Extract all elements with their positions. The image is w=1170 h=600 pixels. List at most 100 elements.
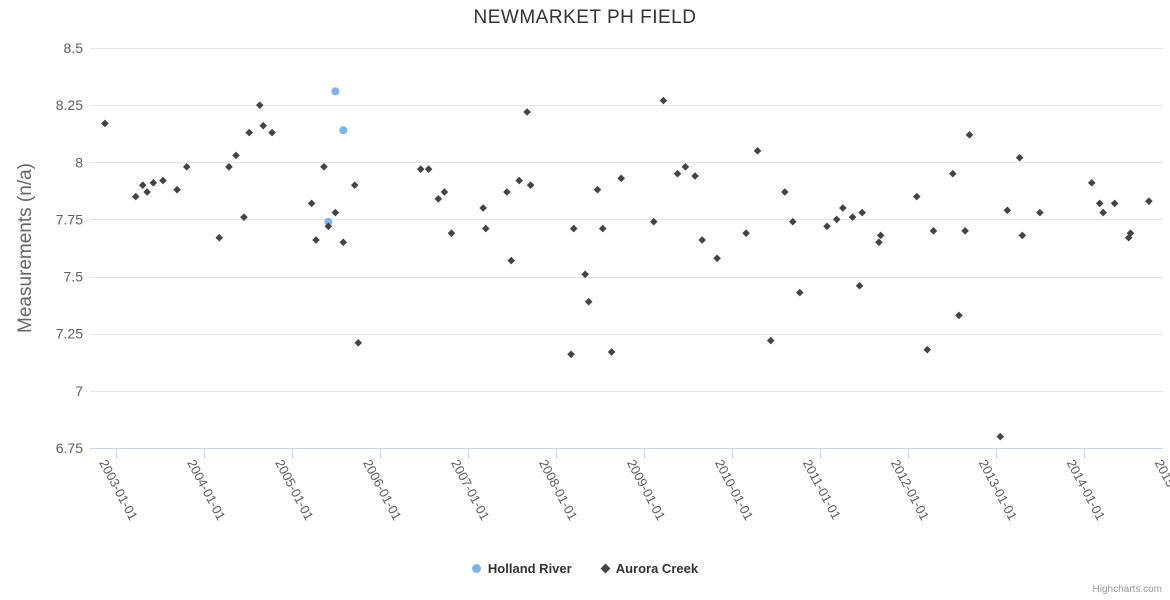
- data-point-aurora-creek[interactable]: [948, 169, 957, 178]
- data-point-aurora-creek[interactable]: [245, 128, 253, 137]
- data-point-aurora-creek[interactable]: [598, 224, 607, 233]
- data-point-aurora-creek[interactable]: [350, 181, 359, 189]
- data-point-aurora-creek[interactable]: [1015, 153, 1024, 162]
- data-point-aurora-creek[interactable]: [324, 222, 333, 231]
- data-point-aurora-creek[interactable]: [1110, 199, 1119, 208]
- data-point-aurora-creek[interactable]: [1126, 229, 1135, 237]
- data-point-aurora-creek[interactable]: [649, 217, 658, 226]
- data-point-aurora-creek[interactable]: [681, 163, 690, 171]
- data-point-aurora-creek[interactable]: [965, 131, 974, 139]
- data-point-aurora-creek[interactable]: [593, 185, 602, 194]
- data-point-aurora-creek[interactable]: [503, 188, 511, 196]
- data-point-aurora-creek[interactable]: [858, 208, 867, 217]
- data-point-aurora-creek[interactable]: [1003, 206, 1012, 215]
- data-point-aurora-creek[interactable]: [526, 181, 535, 189]
- data-point-aurora-creek[interactable]: [1018, 231, 1027, 240]
- data-point-aurora-creek[interactable]: [434, 195, 443, 203]
- data-point-holland-river[interactable]: [339, 126, 348, 135]
- legend-item-aurora-creek[interactable]: Aurora Creek: [600, 561, 699, 576]
- data-point-aurora-creek[interactable]: [215, 233, 224, 242]
- data-point-aurora-creek[interactable]: [447, 229, 456, 237]
- data-point-aurora-creek[interactable]: [149, 179, 158, 187]
- data-point-aurora-creek[interactable]: [481, 224, 490, 233]
- data-point-aurora-creek[interactable]: [955, 311, 963, 320]
- data-point-aurora-creek[interactable]: [617, 174, 626, 183]
- data-point-aurora-creek[interactable]: [996, 432, 1005, 441]
- data-point-aurora-creek[interactable]: [440, 188, 449, 196]
- data-point-aurora-creek[interactable]: [143, 188, 151, 196]
- circle-marker-icon: [471, 564, 481, 573]
- y-tick-label: 7.5: [64, 269, 84, 285]
- data-point-aurora-creek[interactable]: [159, 176, 167, 185]
- data-point-aurora-creek[interactable]: [923, 345, 932, 354]
- data-point-aurora-creek[interactable]: [339, 238, 348, 247]
- data-point-aurora-creek[interactable]: [523, 108, 531, 116]
- data-point-aurora-creek[interactable]: [766, 336, 775, 345]
- data-point-aurora-creek[interactable]: [232, 151, 240, 160]
- data-point-aurora-creek[interactable]: [1099, 208, 1107, 217]
- data-point-aurora-creek[interactable]: [131, 192, 140, 201]
- x-tick-label: 2013-01-01: [976, 457, 1020, 523]
- data-point-aurora-creek[interactable]: [515, 176, 523, 185]
- chart-title: NEWMARKET PH FIELD: [473, 7, 697, 28]
- y-tick-label: 8.25: [56, 97, 83, 113]
- data-point-aurora-creek[interactable]: [424, 165, 433, 173]
- data-point-aurora-creek[interactable]: [182, 163, 191, 171]
- data-point-aurora-creek[interactable]: [691, 172, 699, 180]
- data-point-aurora-creek[interactable]: [240, 213, 248, 221]
- data-point-aurora-creek[interactable]: [659, 96, 668, 105]
- data-point-aurora-creek[interactable]: [788, 217, 797, 226]
- data-point-aurora-creek[interactable]: [742, 229, 750, 237]
- data-point-aurora-creek[interactable]: [173, 185, 181, 194]
- data-point-aurora-creek[interactable]: [823, 222, 831, 231]
- data-point-aurora-creek[interactable]: [567, 350, 575, 359]
- data-point-aurora-creek[interactable]: [255, 101, 264, 109]
- data-point-aurora-creek[interactable]: [312, 236, 320, 244]
- data-point-aurora-creek[interactable]: [855, 281, 864, 290]
- data-point-aurora-creek[interactable]: [912, 192, 921, 201]
- y-tick-label: 6.75: [56, 440, 83, 456]
- data-point-aurora-creek[interactable]: [607, 348, 616, 356]
- data-point-aurora-creek[interactable]: [698, 236, 706, 244]
- data-point-aurora-creek[interactable]: [1145, 197, 1153, 205]
- data-point-aurora-creek[interactable]: [320, 163, 328, 171]
- data-point-aurora-creek[interactable]: [832, 215, 841, 224]
- data-point-aurora-creek[interactable]: [307, 199, 316, 208]
- data-point-aurora-creek[interactable]: [795, 288, 804, 297]
- data-point-aurora-creek[interactable]: [354, 339, 363, 347]
- x-tick-label: 2012-01-01: [888, 457, 932, 523]
- data-point-aurora-creek[interactable]: [929, 227, 938, 235]
- diamond-marker-icon: [600, 563, 611, 574]
- data-point-aurora-creek[interactable]: [225, 163, 233, 171]
- data-point-aurora-creek[interactable]: [584, 297, 593, 306]
- data-point-aurora-creek[interactable]: [961, 227, 969, 235]
- data-point-aurora-creek[interactable]: [781, 188, 789, 196]
- data-point-aurora-creek[interactable]: [416, 165, 425, 173]
- legend-label-aurora-creek: Aurora Creek: [615, 561, 699, 576]
- data-point-aurora-creek[interactable]: [876, 231, 885, 240]
- data-point-aurora-creek[interactable]: [569, 224, 578, 233]
- data-point-aurora-creek[interactable]: [331, 208, 340, 217]
- data-point-holland-river[interactable]: [331, 87, 340, 96]
- data-point-aurora-creek[interactable]: [673, 169, 682, 178]
- data-point-aurora-creek[interactable]: [875, 238, 883, 247]
- data-point-holland-river[interactable]: [324, 217, 333, 226]
- legend-item-holland-river[interactable]: Holland River: [471, 561, 572, 576]
- data-point-aurora-creek[interactable]: [713, 254, 721, 263]
- data-point-aurora-creek[interactable]: [101, 119, 109, 128]
- data-point-aurora-creek[interactable]: [581, 270, 589, 279]
- data-point-aurora-creek[interactable]: [507, 256, 516, 265]
- data-point-aurora-creek[interactable]: [1087, 179, 1096, 187]
- data-point-aurora-creek[interactable]: [479, 204, 487, 212]
- highcharts-credits[interactable]: Highcharts.com: [1092, 584, 1162, 595]
- data-point-aurora-creek[interactable]: [259, 121, 268, 130]
- data-point-aurora-creek[interactable]: [839, 204, 847, 212]
- data-point-aurora-creek[interactable]: [268, 128, 276, 137]
- x-tick-label: 2015-01-01: [1152, 457, 1170, 523]
- data-point-aurora-creek[interactable]: [848, 213, 857, 221]
- data-point-aurora-creek[interactable]: [1036, 208, 1044, 217]
- data-point-aurora-creek[interactable]: [753, 147, 762, 155]
- data-point-aurora-creek[interactable]: [1095, 199, 1104, 208]
- data-point-aurora-creek[interactable]: [138, 181, 147, 189]
- y-axis-title: Measurements (n/a): [15, 162, 36, 334]
